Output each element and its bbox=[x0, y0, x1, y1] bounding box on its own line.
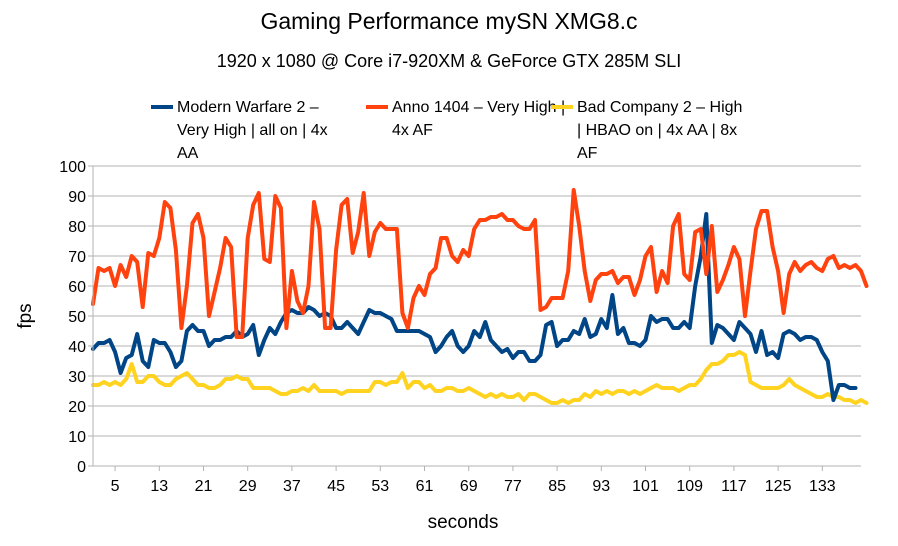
x-tick-label-29: 29 bbox=[239, 478, 257, 495]
y-tick-label-90: 90 bbox=[68, 189, 86, 206]
y-tick-label-20: 20 bbox=[68, 399, 86, 416]
legend-item-bad-company-2: Bad Company 2 – High | HBAO on | 4x AA |… bbox=[551, 96, 751, 165]
series-line-1 bbox=[91, 188, 869, 339]
y-tick-label-10: 10 bbox=[68, 429, 86, 446]
legend-key-bad-company-2 bbox=[551, 105, 573, 109]
chart-title: Gaming Performance mySN XMG8.c bbox=[260, 8, 638, 34]
legend-label-bad-company-2: Bad Company 2 – High | HBAO on | 4x AA |… bbox=[577, 99, 743, 162]
x-tick-label-117: 117 bbox=[721, 478, 747, 495]
y-tick-label-100: 100 bbox=[59, 159, 86, 176]
x-tick-label-53: 53 bbox=[371, 478, 389, 495]
axes bbox=[88, 165, 861, 471]
y-axis-label: fps bbox=[15, 303, 36, 328]
x-tick-label-77: 77 bbox=[504, 478, 522, 495]
x-tick-label-45: 45 bbox=[327, 478, 345, 495]
series-lines bbox=[91, 188, 869, 405]
x-tick-label-85: 85 bbox=[548, 478, 566, 495]
x-axis-label: seconds bbox=[428, 512, 499, 533]
x-tick-label-93: 93 bbox=[592, 478, 610, 495]
x-tick-label-21: 21 bbox=[195, 478, 213, 495]
y-tick-label-50: 50 bbox=[68, 309, 86, 326]
y-tick-label-70: 70 bbox=[68, 249, 86, 266]
y-tick-label-60: 60 bbox=[68, 279, 86, 296]
legend-key-anno-1404 bbox=[366, 105, 388, 109]
legend-item-modern-warfare-2: Modern Warfare 2 – Very High | all on | … bbox=[151, 96, 351, 165]
series-line-0 bbox=[91, 212, 858, 402]
y-tick-label-40: 40 bbox=[68, 339, 86, 356]
y-tick-label-0: 0 bbox=[77, 459, 86, 476]
x-tick-label-133: 133 bbox=[809, 478, 836, 495]
chart-subtitle: 1920 x 1080 @ Core i7-920XM & GeForce GT… bbox=[216, 51, 682, 71]
legend-label-modern-warfare-2: Modern Warfare 2 – Very High | all on | … bbox=[177, 99, 328, 162]
y-tick-label-80: 80 bbox=[68, 219, 86, 236]
x-tick-label-69: 69 bbox=[460, 478, 478, 495]
legend-label-anno-1404: Anno 1404 – Very High | 4x AF bbox=[392, 99, 566, 139]
y-tick-labels: 0 10 20 30 40 50 60 70 80 90 100 bbox=[59, 159, 86, 476]
x-tick-labels: 5 13 21 29 37 45 53 61 69 77 85 93 101 109 117 125 133 bbox=[111, 478, 836, 495]
x-tick-label-13: 13 bbox=[150, 478, 168, 495]
x-tick-label-101: 101 bbox=[632, 478, 659, 495]
legend-key-modern-warfare-2 bbox=[151, 105, 173, 109]
x-tick-label-61: 61 bbox=[416, 478, 434, 495]
legend-item-anno-1404: Anno 1404 – Very High | 4x AF bbox=[366, 96, 566, 142]
x-tick-label-125: 125 bbox=[765, 478, 792, 495]
x-tick-label-37: 37 bbox=[283, 478, 301, 495]
y-tick-label-30: 30 bbox=[68, 369, 86, 386]
x-tick-label-109: 109 bbox=[676, 478, 703, 495]
series-line-2 bbox=[91, 350, 869, 405]
x-tick-label-5: 5 bbox=[111, 478, 120, 495]
